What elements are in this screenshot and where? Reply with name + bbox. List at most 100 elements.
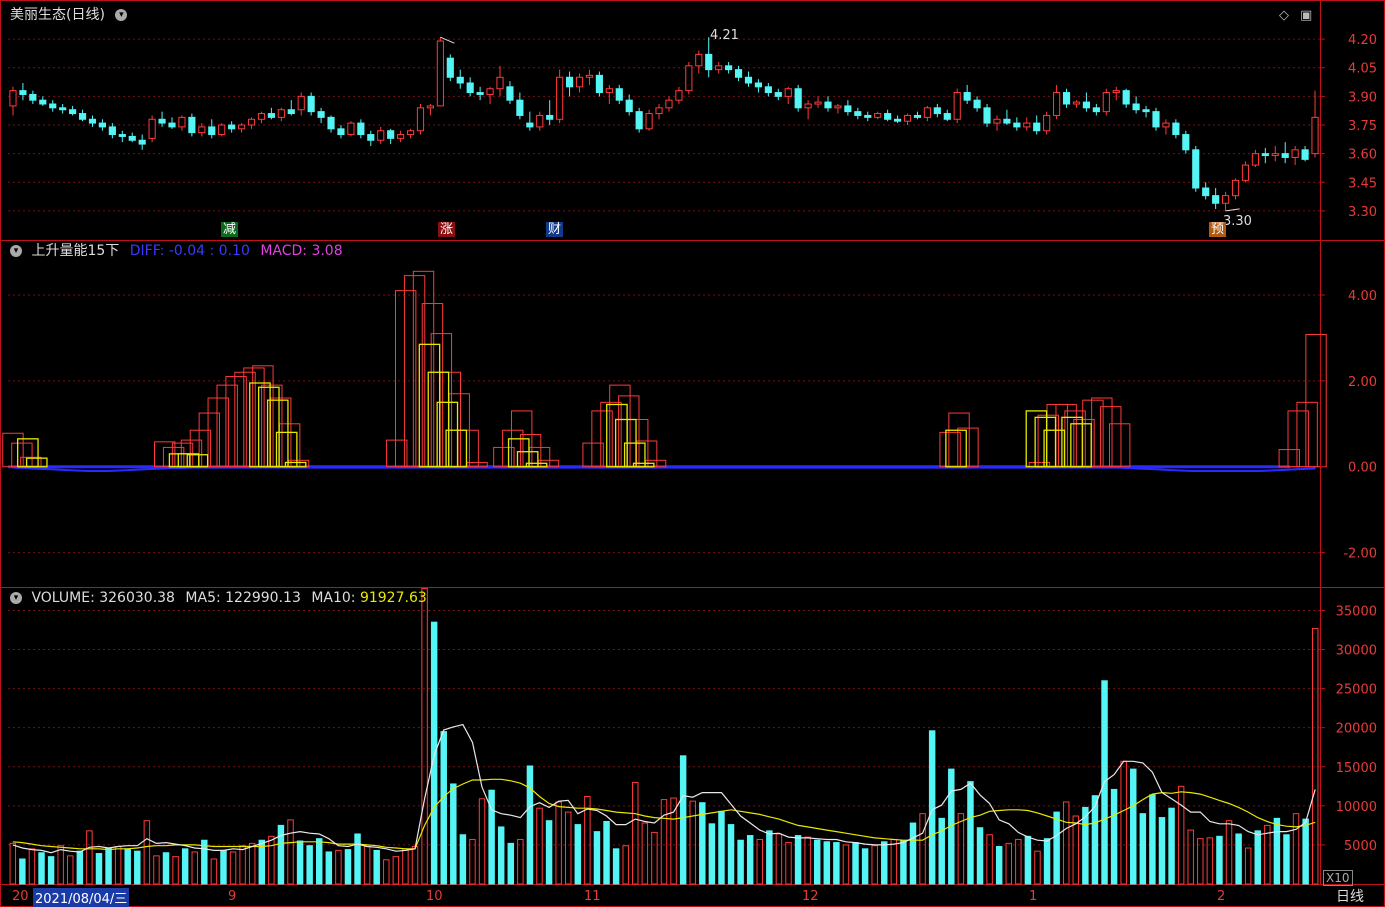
volume-bar [565, 811, 572, 885]
candle-body [377, 130, 385, 141]
macd-red-bar [957, 427, 979, 468]
volume-series [9, 588, 1319, 885]
macd-red-bar [207, 397, 229, 468]
volume-bar [775, 833, 783, 885]
volume-bar [1091, 795, 1099, 885]
event-tag-forecast[interactable]: 预 [1209, 222, 1227, 237]
event-tag-finance[interactable]: 财 [546, 222, 564, 237]
candle-body [1271, 153, 1279, 157]
dea-value: : 0.10 [209, 243, 250, 259]
macd-red-bar [403, 275, 426, 468]
macd-tick-label: 4.00 [1348, 289, 1377, 304]
volume-bar [268, 835, 275, 885]
x-tick-month: 1 [1029, 889, 1038, 904]
candle-body [834, 105, 842, 109]
macd-red-bar [412, 270, 435, 468]
candle-body [406, 130, 415, 136]
candle-body [466, 82, 474, 94]
volume-bar [239, 845, 246, 885]
candle-body [1182, 134, 1190, 151]
candle-body [168, 122, 176, 128]
macd-red-bar [1278, 449, 1300, 468]
candle-body [744, 76, 753, 84]
cursor-date[interactable]: 2021/08/04/三 [33, 888, 130, 907]
volume-bar [248, 842, 256, 885]
volume-bar [181, 848, 189, 885]
price-tick-label: 3.90 [1348, 90, 1377, 105]
event-tag-rise[interactable]: 涨 [438, 222, 456, 237]
candle-body [893, 118, 902, 122]
macd-red-bar [493, 446, 515, 468]
chevron-down-icon[interactable]: ▾ [115, 9, 128, 21]
candle-body [725, 65, 733, 71]
candle-body [188, 116, 196, 134]
volume-bar [699, 802, 706, 885]
diamond-icon[interactable]: ◇ [1279, 8, 1289, 23]
volume-bar [1082, 806, 1089, 885]
macd-red-bar [600, 401, 622, 468]
volume-bar [459, 834, 467, 885]
candle-body [993, 118, 1001, 124]
candle-body [506, 86, 514, 101]
ma5-value: MA5: 122990.13 [185, 590, 301, 606]
window-toggle-icon[interactable]: ▣ [1300, 8, 1313, 23]
candle-body [247, 118, 256, 126]
chevron-down-icon[interactable]: ▾ [10, 245, 22, 257]
volume-bar [670, 797, 677, 885]
zoom-badge[interactable]: X10 [1323, 870, 1353, 886]
volume-bar [833, 842, 840, 885]
volume-bar [1216, 835, 1223, 885]
candle-body [1231, 179, 1240, 197]
macd-yellow-bar [186, 454, 209, 468]
volume-bar [584, 795, 591, 885]
candle-body [1092, 107, 1100, 113]
volume-bar [1005, 842, 1012, 885]
stock-title: 美丽生态(日线) [10, 7, 105, 23]
volume-bar [47, 856, 55, 885]
volume-bar [124, 848, 131, 885]
volume-value: VOLUME: 326030.38 [31, 590, 175, 606]
macd-tick-label: -2.00 [1343, 547, 1377, 562]
candle-body [1152, 111, 1160, 128]
volume-bar [28, 848, 36, 885]
event-tag-reduce[interactable]: 减 [221, 222, 239, 237]
volume-bar [526, 765, 534, 885]
volume-bar [861, 848, 869, 885]
candle-body [973, 99, 981, 109]
volume-bar [517, 838, 524, 885]
candle-body [874, 113, 882, 118]
price-tick-label: 4.20 [1348, 33, 1377, 48]
candle-body [9, 90, 17, 107]
volume-bar [603, 820, 610, 885]
low-marker-label: 3.30 [1223, 214, 1252, 229]
chevron-down-icon[interactable]: ▾ [10, 592, 22, 604]
volume-bar [852, 842, 859, 885]
volume-bar [727, 824, 735, 885]
volume-bar [593, 831, 601, 885]
period-tab[interactable]: 日线 [1336, 889, 1364, 905]
volume-bar [641, 822, 649, 885]
macd-yellow-bar [632, 462, 655, 468]
ma10-key: MA10: [311, 590, 356, 606]
volume-bar [1120, 760, 1127, 885]
candle-body [208, 126, 216, 136]
candle-body [1212, 195, 1220, 204]
volume-bar [354, 833, 361, 885]
macd-red-bar [225, 376, 247, 468]
macd-red-bar [162, 446, 185, 468]
candle-body [148, 118, 156, 139]
volume-bar [162, 852, 170, 885]
candle-body [655, 107, 663, 115]
volume-bar [210, 858, 218, 885]
candle-body [49, 103, 57, 109]
candle-body [29, 93, 37, 101]
candle-body [1013, 122, 1021, 128]
candle-body [1311, 116, 1319, 155]
candle-body [675, 90, 683, 101]
volume-bar [373, 849, 380, 885]
volume-bar [737, 839, 744, 885]
macd-red-bar [1082, 399, 1104, 468]
volume-bar [785, 842, 792, 885]
candle-body [446, 57, 454, 78]
